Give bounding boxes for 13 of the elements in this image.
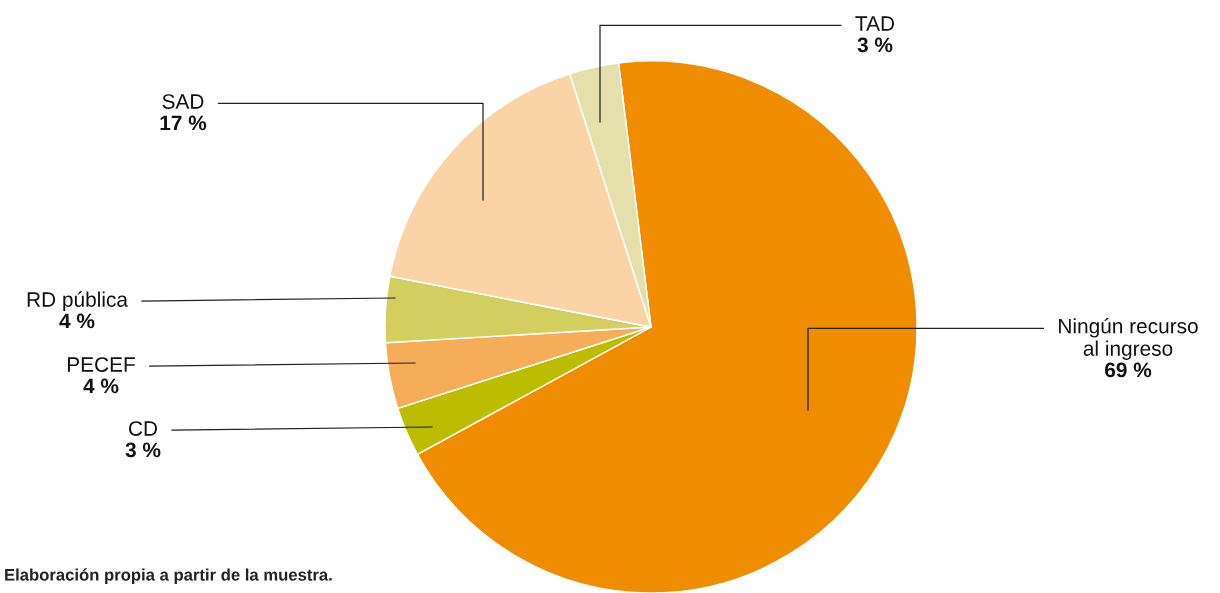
slice-label: Ningún recurso al ingreso (1059, 317, 1198, 360)
slice-label: TAD (855, 16, 895, 31)
data-label: 69 % (1105, 362, 1152, 378)
slice-label: CD (129, 421, 158, 436)
slice-label: SAD (162, 94, 204, 109)
data-label: 4 % (59, 313, 95, 329)
data-label: 4 % (83, 378, 119, 394)
data-label: 17 % (160, 115, 207, 131)
data-label: 3 % (125, 442, 161, 458)
slice-label: RD pública (27, 291, 128, 311)
text: Elaboración propia a partir de la muestra. (5, 568, 332, 584)
slice-label: PECEF (67, 357, 135, 372)
data-label: 3 % (857, 37, 893, 53)
